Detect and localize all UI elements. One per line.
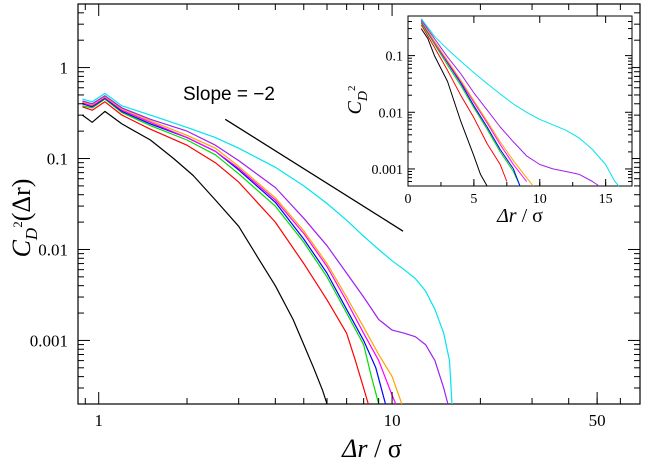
inset-x-axis: 0 5 10 15 [405, 16, 613, 207]
inset-series-red [420, 24, 508, 182]
inset-plot-frame [407, 15, 633, 187]
inset-series-green [420, 22, 521, 187]
main-x-tick-label: 50 [589, 411, 606, 430]
inset-y-tick-label: 0.001 [372, 163, 404, 178]
main-plot-frame [77, 3, 641, 405]
inset-y-axis-title: CD2 [344, 86, 371, 115]
inset-series-group [420, 18, 620, 187]
inset-series-purple [420, 19, 600, 187]
main-y-tick-label: 1 [60, 59, 69, 78]
slope-label: Slope = −2 [183, 84, 275, 105]
main-series-group [82, 92, 453, 405]
main-series-green [82, 98, 380, 405]
main-y-tick-label: 0.1 [47, 150, 68, 169]
inset-x-tick-label: 0 [405, 192, 412, 207]
main-x-axis: 1 10 50 [84, 4, 621, 430]
main-series-black [82, 110, 328, 405]
slope-annotation: Slope = −2 [183, 84, 404, 232]
main-series-purple [82, 95, 449, 405]
main-x-axis-title: Δr / σ [341, 434, 402, 463]
inset-series-black [420, 28, 488, 187]
main-series-orange [82, 95, 403, 405]
main-y-tick-label: 0.001 [30, 331, 68, 350]
main-series-blue [82, 97, 387, 405]
inset-y-tick-label: 0.01 [379, 106, 404, 121]
inset-x-tick-label: 15 [599, 192, 613, 207]
main-series-red [82, 101, 369, 405]
inset-plot: 0 5 10 15 0.001 0.01 0.1 Δr / σ CD2 [344, 15, 633, 227]
inset-series-orange [420, 20, 534, 187]
inset-x-tick-label: 5 [470, 192, 477, 207]
main-series-magenta [82, 96, 397, 405]
inset-y-axis: 0.001 0.01 0.1 [372, 20, 632, 183]
inset-series-magenta [420, 20, 527, 182]
slope-line [224, 118, 404, 232]
inset-x-tick-label: 10 [533, 192, 547, 207]
main-x-tick-label: 1 [94, 411, 103, 430]
main-y-tick-label: 0.01 [38, 240, 68, 259]
inset-y-tick-label: 0.1 [386, 50, 404, 65]
inset-series-cyan [420, 18, 620, 187]
main-y-axis-title: CD2(Δr) [7, 179, 41, 258]
main-y-axis: 0.001 0.01 0.1 1 [30, 12, 640, 389]
main-series-cyan [82, 92, 453, 405]
main-x-tick-label: 10 [384, 411, 401, 430]
inset-x-axis-title: Δr / σ [496, 205, 543, 227]
